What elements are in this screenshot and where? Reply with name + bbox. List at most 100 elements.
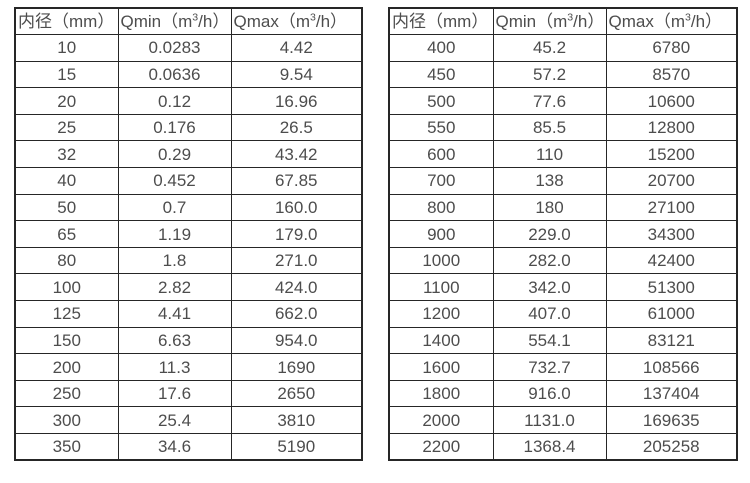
table-row: 250 17.6 2650 bbox=[14, 379, 363, 408]
table-cell: 350 bbox=[14, 433, 119, 461]
table-cell: 700 bbox=[388, 167, 494, 195]
table-row: 10 0.0283 4.42 bbox=[14, 34, 363, 62]
table-row: 500 77.6 10600 bbox=[388, 87, 738, 115]
table-cell: 1000 bbox=[388, 246, 494, 275]
table-row: 65 1.19 179.0 bbox=[14, 220, 363, 248]
table-cell: 205258 bbox=[605, 433, 738, 461]
table-cell: 0.176 bbox=[117, 113, 232, 142]
table-cell: 1800 bbox=[388, 379, 494, 408]
table-cell: 271.0 bbox=[230, 246, 363, 275]
table-row: 450 57.2 8570 bbox=[388, 60, 738, 89]
table-cell: 25 bbox=[14, 113, 119, 142]
table-cell: 27100 bbox=[605, 193, 738, 222]
table-cell: 57.2 bbox=[492, 60, 607, 89]
table-row: 15 0.0636 9.54 bbox=[14, 60, 363, 89]
table-row: 1800 916.0 137404 bbox=[388, 379, 738, 408]
table-row: 550 85.5 12800 bbox=[388, 113, 738, 142]
table-cell: 110 bbox=[492, 140, 607, 169]
table-cell: 51300 bbox=[605, 273, 738, 302]
table-cell: 15200 bbox=[605, 140, 738, 169]
table-row: 50 0.7 160.0 bbox=[14, 193, 363, 222]
table-cell: 2.82 bbox=[117, 273, 232, 302]
table-row: 1200 407.0 61000 bbox=[388, 300, 738, 328]
table-cell: 137404 bbox=[605, 379, 738, 408]
table-row: 40 0.452 67.85 bbox=[14, 167, 363, 195]
table-row: 80 1.8 271.0 bbox=[14, 246, 363, 275]
header-qmin: Qmin（m3/h） bbox=[492, 7, 607, 36]
table-row: 25 0.176 26.5 bbox=[14, 113, 363, 142]
table-cell: 229.0 bbox=[492, 220, 607, 248]
table-cell: 450 bbox=[388, 60, 494, 89]
table-cell: 662.0 bbox=[230, 300, 363, 328]
table-cell: 17.6 bbox=[117, 379, 232, 408]
table-row: 32 0.29 43.42 bbox=[14, 140, 363, 169]
table-cell: 2650 bbox=[230, 379, 363, 408]
table-cell: 11.3 bbox=[117, 353, 232, 381]
table-cell: 40 bbox=[14, 167, 119, 195]
table-cell: 67.85 bbox=[230, 167, 363, 195]
header-qmax: Qmax（m3/h） bbox=[605, 7, 738, 36]
table-cell: 400 bbox=[388, 34, 494, 62]
table-row: 150 6.63 954.0 bbox=[14, 326, 363, 355]
table-row: 800 180 27100 bbox=[388, 193, 738, 222]
table-cell: 20 bbox=[14, 87, 119, 115]
table-cell: 300 bbox=[14, 406, 119, 434]
table-cell: 1400 bbox=[388, 326, 494, 355]
table-row: 900 229.0 34300 bbox=[388, 220, 738, 248]
header-inner-diameter: 内径（mm） bbox=[388, 7, 494, 36]
table-cell: 138 bbox=[492, 167, 607, 195]
flow-table-large-diameters: 内径（mm） Qmin（m3/h） Qmax（m3/h） 400 45.2 6780… bbox=[388, 7, 738, 462]
table-cell: 0.0283 bbox=[117, 34, 232, 62]
table-cell: 600 bbox=[388, 140, 494, 169]
table-cell: 42400 bbox=[605, 246, 738, 275]
table-cell: 10600 bbox=[605, 87, 738, 115]
table-cell: 282.0 bbox=[492, 246, 607, 275]
table-cell: 25.4 bbox=[117, 406, 232, 434]
table-cell: 4.42 bbox=[230, 34, 363, 62]
table-cell: 1690 bbox=[230, 353, 363, 381]
table-cell: 2000 bbox=[388, 406, 494, 434]
table-row: 2000 1131.0 169635 bbox=[388, 406, 738, 434]
header-qmin: Qmin（m3/h） bbox=[117, 7, 232, 36]
table-row: 20 0.12 16.96 bbox=[14, 87, 363, 115]
table-row: 1100 342.0 51300 bbox=[388, 273, 738, 302]
table-cell: 0.29 bbox=[117, 140, 232, 169]
table-cell: 83121 bbox=[605, 326, 738, 355]
table-cell: 554.1 bbox=[492, 326, 607, 355]
table-row: 125 4.41 662.0 bbox=[14, 300, 363, 328]
table-cell: 916.0 bbox=[492, 379, 607, 408]
table-cell: 1200 bbox=[388, 300, 494, 328]
table-cell: 125 bbox=[14, 300, 119, 328]
table-cell: 1131.0 bbox=[492, 406, 607, 434]
table-cell: 12800 bbox=[605, 113, 738, 142]
table-cell: 179.0 bbox=[230, 220, 363, 248]
table-cell: 169635 bbox=[605, 406, 738, 434]
table-cell: 4.41 bbox=[117, 300, 232, 328]
table-row: 200 11.3 1690 bbox=[14, 353, 363, 381]
table-row: 350 34.6 5190 bbox=[14, 433, 363, 461]
table-row: 100 2.82 424.0 bbox=[14, 273, 363, 302]
header-row: 内径（mm） Qmin（m3/h） Qmax（m3/h） bbox=[14, 7, 363, 36]
table-cell: 15 bbox=[14, 60, 119, 89]
table-cell: 1100 bbox=[388, 273, 494, 302]
table-cell: 20700 bbox=[605, 167, 738, 195]
table-cell: 732.7 bbox=[492, 353, 607, 381]
table-cell: 2200 bbox=[388, 433, 494, 461]
table-cell: 342.0 bbox=[492, 273, 607, 302]
table-cell: 0.452 bbox=[117, 167, 232, 195]
table-row: 700 138 20700 bbox=[388, 167, 738, 195]
table-body-large-diameters: 400 45.2 6780 450 57.2 8570 500 77.6 10600 550 85.… bbox=[388, 34, 738, 461]
table-row: 1600 732.7 108566 bbox=[388, 353, 738, 381]
table-cell: 108566 bbox=[605, 353, 738, 381]
table-cell: 100 bbox=[14, 273, 119, 302]
table-cell: 65 bbox=[14, 220, 119, 248]
table-cell: 160.0 bbox=[230, 193, 363, 222]
table-row: 600 110 15200 bbox=[388, 140, 738, 169]
table-cell: 0.0636 bbox=[117, 60, 232, 89]
table-cell: 16.96 bbox=[230, 87, 363, 115]
table-cell: 200 bbox=[14, 353, 119, 381]
table-cell: 43.42 bbox=[230, 140, 363, 169]
table-body-small-diameters: 10 0.0283 4.42 15 0.0636 9.54 20 0.12 16.96 25 0.1… bbox=[14, 34, 363, 461]
header-row: 内径（mm） Qmin（m3/h） Qmax（m3/h） bbox=[388, 7, 738, 36]
